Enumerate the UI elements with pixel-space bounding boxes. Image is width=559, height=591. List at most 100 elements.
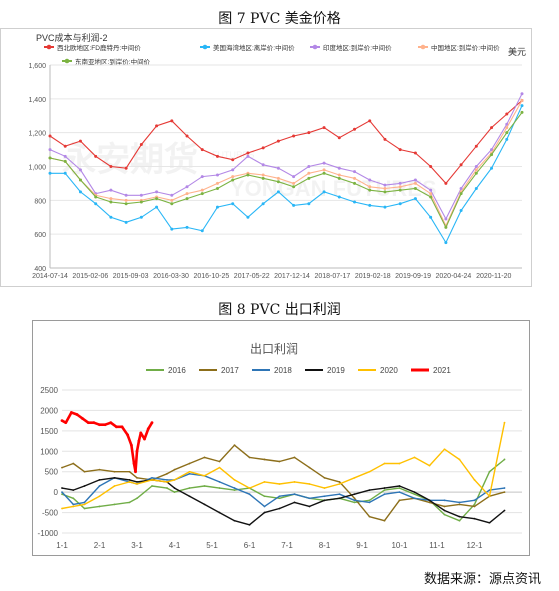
data-point xyxy=(383,183,387,187)
data-point xyxy=(413,151,417,155)
data-point xyxy=(459,192,463,196)
series-line xyxy=(61,422,506,510)
data-point xyxy=(185,185,189,189)
watermark-text: YONGAN FUTURES xyxy=(230,176,437,201)
data-point xyxy=(81,417,85,420)
y-tick-label: 1,600 xyxy=(28,63,46,70)
data-point xyxy=(503,509,506,512)
data-point xyxy=(129,443,133,447)
data-point xyxy=(398,202,402,206)
x-tick-label: 2017-05-22 xyxy=(234,273,270,280)
data-source: 数据来源：源点资讯 xyxy=(423,572,541,587)
data-point xyxy=(185,225,189,229)
data-point xyxy=(490,166,494,170)
data-point xyxy=(151,478,153,481)
data-point xyxy=(428,464,431,467)
data-point xyxy=(429,195,433,199)
data-point xyxy=(458,515,461,518)
data-point xyxy=(292,134,296,138)
data-point xyxy=(150,421,154,425)
data-point xyxy=(368,515,371,518)
watermark-text: FUTURES xyxy=(212,150,255,160)
data-point xyxy=(322,126,326,130)
data-point xyxy=(60,419,64,423)
data-point xyxy=(293,501,296,504)
data-point xyxy=(398,491,401,494)
x-tick-label: 3-1 xyxy=(131,541,143,550)
legend-marker xyxy=(420,44,426,50)
data-point xyxy=(61,507,63,510)
data-point xyxy=(215,186,219,190)
data-point xyxy=(155,205,159,209)
series-line xyxy=(61,411,154,473)
data-point xyxy=(368,501,371,504)
data-point xyxy=(368,470,371,473)
data-point xyxy=(307,176,311,180)
data-point xyxy=(109,421,113,425)
legend-entry: 2019 xyxy=(327,366,345,375)
data-point xyxy=(132,462,136,465)
data-point xyxy=(520,104,524,108)
data-point xyxy=(78,190,82,194)
data-point xyxy=(443,513,446,516)
data-point xyxy=(215,181,219,185)
x-tick-label: 2016-10-25 xyxy=(193,273,229,280)
series-line xyxy=(49,100,523,228)
data-point xyxy=(292,181,296,185)
data-point xyxy=(368,489,371,491)
data-point xyxy=(128,501,131,504)
data-point xyxy=(398,148,402,152)
data-point xyxy=(233,519,236,522)
data-point xyxy=(109,215,113,219)
data-point xyxy=(248,487,251,489)
data-point xyxy=(98,468,101,471)
data-point xyxy=(92,421,96,425)
data-point xyxy=(338,497,341,500)
data-point xyxy=(170,198,174,202)
data-point xyxy=(459,186,463,190)
data-point xyxy=(322,161,326,165)
data-point xyxy=(307,131,311,135)
data-point xyxy=(278,460,281,463)
data-point xyxy=(307,171,311,175)
legend-entry: 2020 xyxy=(380,366,398,375)
data-point xyxy=(98,485,101,487)
data-point xyxy=(474,171,478,175)
data-point xyxy=(98,478,101,481)
data-point xyxy=(143,437,146,441)
data-point xyxy=(137,439,141,443)
data-point xyxy=(490,126,494,130)
data-point xyxy=(139,193,143,197)
data-point xyxy=(308,497,311,500)
data-point xyxy=(444,181,448,185)
data-point xyxy=(155,190,159,194)
data-point xyxy=(443,505,446,508)
x-tick-label: 12-1 xyxy=(466,541,483,550)
data-point xyxy=(155,124,159,128)
data-point xyxy=(505,137,509,141)
data-point xyxy=(124,166,128,170)
data-point xyxy=(368,203,372,207)
data-point xyxy=(276,139,280,143)
legend-marker xyxy=(202,44,208,50)
data-point xyxy=(203,456,206,459)
data-point xyxy=(337,195,341,199)
data-point xyxy=(203,503,206,506)
data-point xyxy=(413,181,417,185)
data-point xyxy=(231,178,235,182)
data-point xyxy=(429,215,433,219)
x-tick-label: 5-1 xyxy=(206,541,218,550)
data-point xyxy=(353,170,357,174)
data-point xyxy=(459,208,463,212)
legend-marker xyxy=(64,58,70,64)
data-point xyxy=(292,185,296,189)
data-point xyxy=(72,497,75,500)
data-point xyxy=(128,470,131,473)
legend-entry: 2017 xyxy=(221,366,239,375)
legend-entry: 印度地区:到岸价:中间价 xyxy=(323,43,392,52)
y-tick-label: 1000 xyxy=(40,447,58,456)
data-point xyxy=(203,474,206,477)
data-point xyxy=(83,507,86,510)
data-point xyxy=(188,487,191,489)
x-tick-label: 2014-07-14 xyxy=(32,273,68,280)
